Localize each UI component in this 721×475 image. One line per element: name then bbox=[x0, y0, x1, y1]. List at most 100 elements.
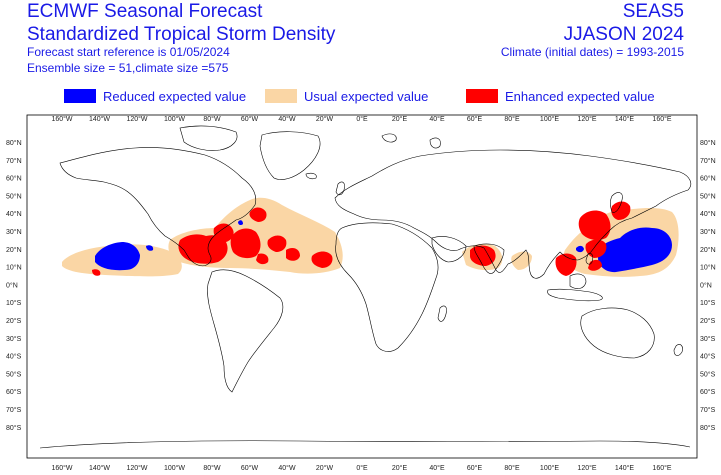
lon-tick-top-12: 80°E bbox=[504, 115, 520, 123]
latitude-ticks-left: 80°N 70°N 60°N 50°N 40°N 30°N 20°N 10°N 0°N 10°S 2… bbox=[6, 139, 22, 432]
arabia bbox=[431, 236, 467, 263]
europe-asia bbox=[334, 149, 692, 279]
lat-tick-right-13: 50°S bbox=[700, 370, 716, 378]
lat-tick-left-1: 70°N bbox=[6, 157, 22, 165]
lat-tick-right-12: 40°S bbox=[700, 353, 716, 361]
lon-tick-bottom-1: 140°W bbox=[89, 464, 110, 472]
japan bbox=[610, 192, 623, 213]
lat-tick-right-5: 30°N bbox=[700, 228, 716, 236]
lat-tick-left-10: 20°S bbox=[6, 317, 22, 325]
lon-tick-top-13: 100°E bbox=[540, 115, 559, 123]
lon-tick-bottom-16: 160°E bbox=[652, 464, 671, 472]
enhanced-mdr-west bbox=[178, 234, 228, 264]
land-outlines bbox=[39, 125, 692, 449]
borneo bbox=[569, 273, 587, 289]
forecast-start-text: Forecast start reference is 01/05/2024 bbox=[27, 45, 230, 59]
lon-tick-bottom-12: 80°E bbox=[504, 464, 520, 472]
iceland bbox=[305, 172, 317, 180]
reduced-east-pacific bbox=[95, 242, 140, 271]
lon-tick-bottom-7: 20°W bbox=[316, 464, 334, 472]
title-line-2: Standardized Tropical Storm Density bbox=[27, 24, 336, 45]
legend-usual: Usual expected value bbox=[265, 88, 428, 104]
enhanced-atlantic-mid bbox=[230, 228, 261, 259]
season-label: JJASON 2024 bbox=[563, 24, 684, 45]
legend-swatch-reduced bbox=[64, 89, 96, 103]
lon-tick-bottom-14: 120°E bbox=[577, 464, 596, 472]
system-name: SEAS5 bbox=[622, 1, 684, 22]
svalbard bbox=[381, 133, 397, 143]
novaya-zemlya bbox=[429, 137, 441, 149]
lat-tick-right-8: 0°N bbox=[700, 281, 712, 289]
south-america bbox=[207, 269, 284, 393]
lat-tick-left-3: 50°N bbox=[6, 192, 22, 200]
lat-tick-left-0: 80°N bbox=[6, 139, 22, 147]
lat-tick-right-15: 70°S bbox=[700, 406, 716, 414]
lon-tick-bottom-8: 0°E bbox=[356, 464, 368, 472]
legend-reduced: Reduced expected value bbox=[64, 88, 246, 104]
enhanced-atlantic-north bbox=[249, 207, 267, 222]
lat-tick-right-0: 80°N bbox=[700, 139, 716, 147]
reduced-west-pacific bbox=[598, 227, 672, 273]
lat-tick-right-3: 50°N bbox=[700, 192, 716, 200]
legend-label-reduced: Reduced expected value bbox=[103, 88, 247, 104]
lat-tick-left-9: 10°S bbox=[6, 299, 22, 307]
lon-tick-bottom-15: 140°E bbox=[615, 464, 634, 472]
lon-tick-top-6: 40°W bbox=[278, 115, 296, 123]
lon-tick-bottom-9: 20°E bbox=[392, 464, 408, 472]
lon-tick-top-2: 120°W bbox=[126, 115, 147, 123]
lat-tick-left-7: 10°N bbox=[6, 264, 22, 272]
greenland bbox=[259, 131, 321, 180]
lat-tick-left-6: 20°N bbox=[6, 246, 22, 254]
enhanced-wp-north bbox=[578, 210, 611, 241]
lon-tick-bottom-0: 160°W bbox=[51, 464, 72, 472]
usual-bay-of-bengal bbox=[511, 251, 532, 270]
indonesia bbox=[547, 288, 603, 302]
map-frame bbox=[26, 114, 698, 459]
reduced-east-pacific-small bbox=[146, 245, 154, 251]
lon-tick-top-1: 140°W bbox=[89, 115, 110, 123]
lat-tick-right-2: 60°N bbox=[700, 175, 716, 183]
lat-tick-right-14: 60°S bbox=[700, 388, 716, 396]
ensemble-size-text: Ensemble size = 51,climate size =575 bbox=[27, 61, 229, 75]
enhanced-arabian-sea bbox=[470, 245, 496, 266]
canadian-islands bbox=[179, 125, 238, 151]
lon-tick-top-10: 40°E bbox=[429, 115, 445, 123]
lon-tick-top-0: 160°W bbox=[51, 115, 72, 123]
lat-tick-left-8: 0°N bbox=[6, 281, 18, 289]
enhanced-east-atlantic bbox=[267, 235, 287, 252]
legend-swatch-usual bbox=[265, 89, 297, 103]
africa bbox=[335, 222, 439, 352]
lat-tick-right-9: 10°S bbox=[700, 299, 716, 307]
lon-tick-bottom-5: 60°W bbox=[241, 464, 259, 472]
antarctica bbox=[39, 440, 691, 449]
lon-tick-top-16: 160°E bbox=[652, 115, 671, 123]
lon-tick-bottom-10: 40°E bbox=[429, 464, 445, 472]
madagascar bbox=[437, 305, 447, 322]
lat-tick-right-11: 30°S bbox=[700, 335, 716, 343]
enhanced-ep-west bbox=[92, 269, 101, 276]
australia bbox=[580, 307, 655, 359]
lat-tick-right-4: 40°N bbox=[700, 210, 716, 218]
lat-tick-left-16: 80°S bbox=[6, 424, 22, 432]
reduced-scs bbox=[576, 245, 584, 253]
lon-tick-top-3: 100°W bbox=[164, 115, 185, 123]
legend-enhanced: Enhanced expected value bbox=[466, 88, 655, 104]
lon-tick-top-7: 20°W bbox=[316, 115, 334, 123]
lat-tick-right-10: 20°S bbox=[700, 317, 716, 325]
enhanced-caribbean bbox=[213, 223, 234, 242]
title-line-1: ECMWF Seasonal Forecast bbox=[27, 1, 263, 22]
lat-tick-right-16: 80°S bbox=[700, 424, 716, 432]
lon-tick-top-9: 20°E bbox=[392, 115, 408, 123]
lat-tick-left-2: 60°N bbox=[6, 175, 22, 183]
climate-period: Climate (initial dates) = 1993-2015 bbox=[500, 45, 684, 59]
lon-tick-bottom-3: 100°W bbox=[164, 464, 185, 472]
lat-tick-right-7: 10°N bbox=[700, 264, 716, 272]
lon-tick-top-4: 80°W bbox=[203, 115, 221, 123]
lon-tick-bottom-11: 60°E bbox=[467, 464, 483, 472]
longitude-ticks-bottom: 160°W 140°W 120°W 100°W 80°W 60°W 40°W 20°W 0°E 2… bbox=[51, 464, 671, 472]
lon-tick-bottom-4: 80°W bbox=[203, 464, 221, 472]
lon-tick-top-5: 60°W bbox=[241, 115, 259, 123]
enhanced-atl-south bbox=[256, 253, 269, 265]
north-america bbox=[59, 147, 257, 267]
